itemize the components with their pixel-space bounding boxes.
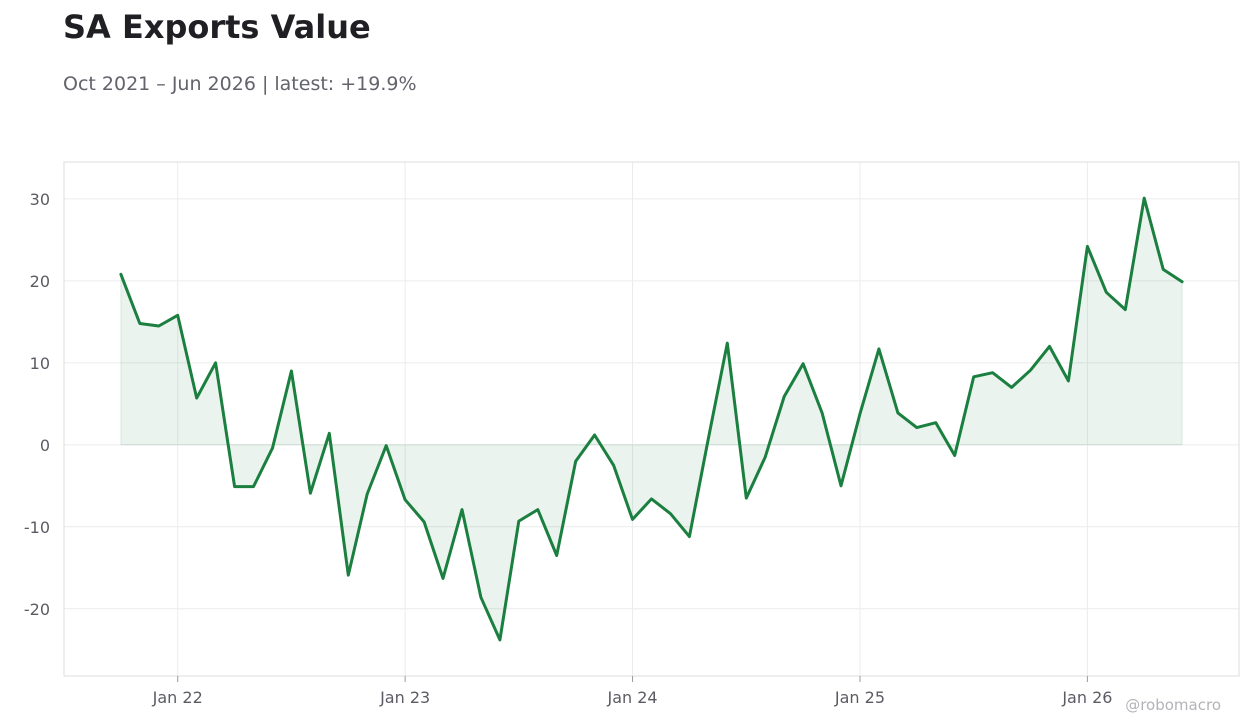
x-tick-label: Jan 23 [379,688,430,707]
x-tick-label: Jan 25 [834,688,885,707]
series-line [119,196,1184,642]
watermark: @robomacro [1125,696,1221,714]
x-tick-label: Jan 26 [1061,688,1112,707]
y-tick-label: 20 [30,272,50,291]
y-tick-label: 0 [40,436,50,455]
x-axis-ticks: Jan 22 Jan 23 Jan 24 Jan 25 Jan 26 [152,676,1112,707]
chart-title: SA Exports Value [63,8,371,46]
x-tick-label: Jan 22 [152,688,203,707]
plot-frame [63,161,1240,677]
grid-lines [64,162,1239,676]
y-tick-label: -10 [24,518,50,537]
x-tick-label: Jan 24 [606,688,657,707]
y-tick-label: 30 [30,190,50,209]
y-tick-label: 10 [30,354,50,373]
y-tick-label: -20 [24,600,50,619]
y-axis-ticks: 30 20 10 0 -10 -20 [24,190,50,619]
chart-subtitle: Oct 2021 – Jun 2026 | latest: +19.9% [63,73,417,95]
